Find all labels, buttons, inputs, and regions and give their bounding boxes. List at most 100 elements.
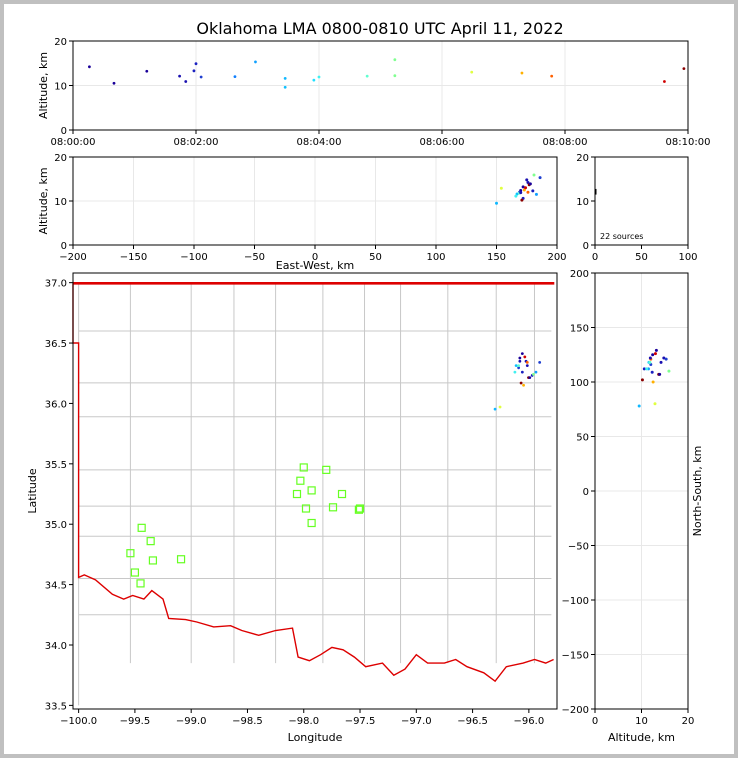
x-tick-label: 08:08:00 [543, 137, 588, 148]
station-marker [146, 537, 155, 546]
time-source-point [145, 69, 149, 73]
y-tick-label: 50 [576, 433, 589, 444]
ns-source-point [664, 357, 668, 361]
ns-panel-y-ticks: −200 −150 −100 −50 0 50 100 150 200 [562, 269, 595, 716]
time-source-point [88, 65, 91, 69]
ew-source-point [495, 201, 498, 205]
state-border [72, 282, 555, 683]
x-tick-label: −98.5 [232, 716, 263, 727]
x-tick-label: 08:06:00 [420, 137, 465, 148]
ew-source-point [531, 189, 535, 193]
station-marker [299, 463, 308, 472]
lma-stations [126, 463, 365, 588]
ns-source-point [659, 360, 663, 364]
x-tick-label: 08:10:00 [666, 137, 711, 148]
ew-source-point [521, 185, 525, 189]
plan-source-point [538, 360, 542, 364]
ew-source-point [519, 191, 523, 195]
station-marker [176, 555, 186, 564]
ew-source-point [532, 173, 536, 177]
y-tick-label: 10 [54, 82, 67, 93]
x-tick-label: 20 [682, 716, 695, 727]
plan-view-y-ticks: 33.5 34.0 34.5 35.0 35.5 36.0 36.5 37.0 [45, 279, 73, 712]
ew-source-point [526, 181, 530, 185]
y-tick-label: 36.0 [45, 399, 67, 410]
plan-view-xlabel: Longitude [288, 731, 343, 744]
ns-source-point [648, 360, 652, 364]
plan-source-point [517, 366, 521, 370]
station-marker [137, 523, 146, 532]
histogram-x-ticks: 0 50 100 [592, 245, 698, 263]
figure-frame: Oklahoma LMA 0800-0810 UTC April 11, 202… [4, 4, 734, 754]
y-tick-label: 33.5 [45, 701, 67, 712]
ns-source-point [637, 404, 641, 408]
ns-source-point [645, 367, 649, 371]
station-marker [322, 465, 331, 474]
x-tick-label: −100 [180, 252, 207, 263]
station-marker [307, 486, 316, 495]
x-tick-label: −100.0 [60, 716, 97, 727]
ew-source-point [534, 192, 538, 196]
ns-source-point [648, 356, 652, 360]
x-tick-label: −99.5 [120, 716, 151, 727]
ew-source-point [538, 176, 542, 180]
time-source-point [194, 62, 198, 66]
ns-source-point [650, 370, 654, 374]
y-tick-label: 0 [61, 126, 67, 137]
time-source-point [254, 60, 257, 64]
plan-source-point [514, 364, 518, 368]
y-tick-label: 35.5 [45, 460, 67, 471]
time-source-point [233, 75, 237, 78]
y-tick-label: 37.0 [45, 279, 67, 290]
ns-source-point [653, 352, 657, 356]
y-tick-label: −200 [562, 705, 589, 716]
x-tick-label: −98.0 [288, 716, 319, 727]
ns-source-point [640, 378, 644, 382]
time-source-point [393, 74, 397, 78]
time-source-point [199, 75, 203, 79]
plan-source-point [523, 355, 527, 359]
plan-view-map [72, 282, 555, 706]
y-tick-label: 150 [570, 324, 589, 335]
plan-source-point [532, 372, 535, 376]
y-tick-label: 0 [583, 487, 589, 498]
x-tick-label: −200 [59, 252, 86, 263]
time-panel-grid [72, 40, 689, 131]
time-source-point [312, 78, 316, 82]
time-source-point [184, 80, 188, 83]
histogram-bar [595, 191, 597, 195]
plan-source-point [522, 383, 525, 387]
y-tick-label: 0 [61, 241, 67, 252]
plan-source-point [493, 407, 497, 411]
time-source-point [682, 67, 686, 70]
time-source-point [178, 74, 182, 78]
x-tick-label: 100 [678, 252, 697, 263]
time-source-point [283, 76, 287, 80]
histogram-bars [595, 188, 597, 195]
time-panel-y-ticks: 0 10 20 [54, 37, 73, 137]
ew-source-point [528, 182, 532, 186]
y-tick-label: −100 [562, 596, 589, 607]
ns-source-point [654, 348, 658, 352]
station-marker [126, 549, 135, 558]
ns-source-point [658, 372, 662, 376]
plan-source-point [518, 356, 522, 360]
x-tick-label: 08:04:00 [297, 137, 342, 148]
plan-source-point [520, 352, 524, 356]
ns-panel-points [637, 348, 671, 408]
y-tick-label: 200 [570, 269, 589, 280]
station-marker [301, 504, 311, 513]
ew-source-point [514, 194, 518, 198]
ew-panel-y-ticks: 0 10 20 [54, 153, 73, 252]
y-tick-label: 10 [576, 197, 589, 208]
y-tick-label: 20 [54, 153, 67, 164]
ew-source-point [524, 186, 528, 190]
time-source-point [365, 74, 369, 78]
y-tick-label: 20 [54, 37, 67, 48]
ew-source-point [522, 188, 526, 192]
ns-panel-ylabel: North-South, km [691, 446, 704, 537]
x-tick-label: 0 [592, 716, 598, 727]
plan-source-point [528, 376, 532, 379]
ns-source-point [662, 356, 666, 360]
ew-source-point [526, 190, 530, 194]
